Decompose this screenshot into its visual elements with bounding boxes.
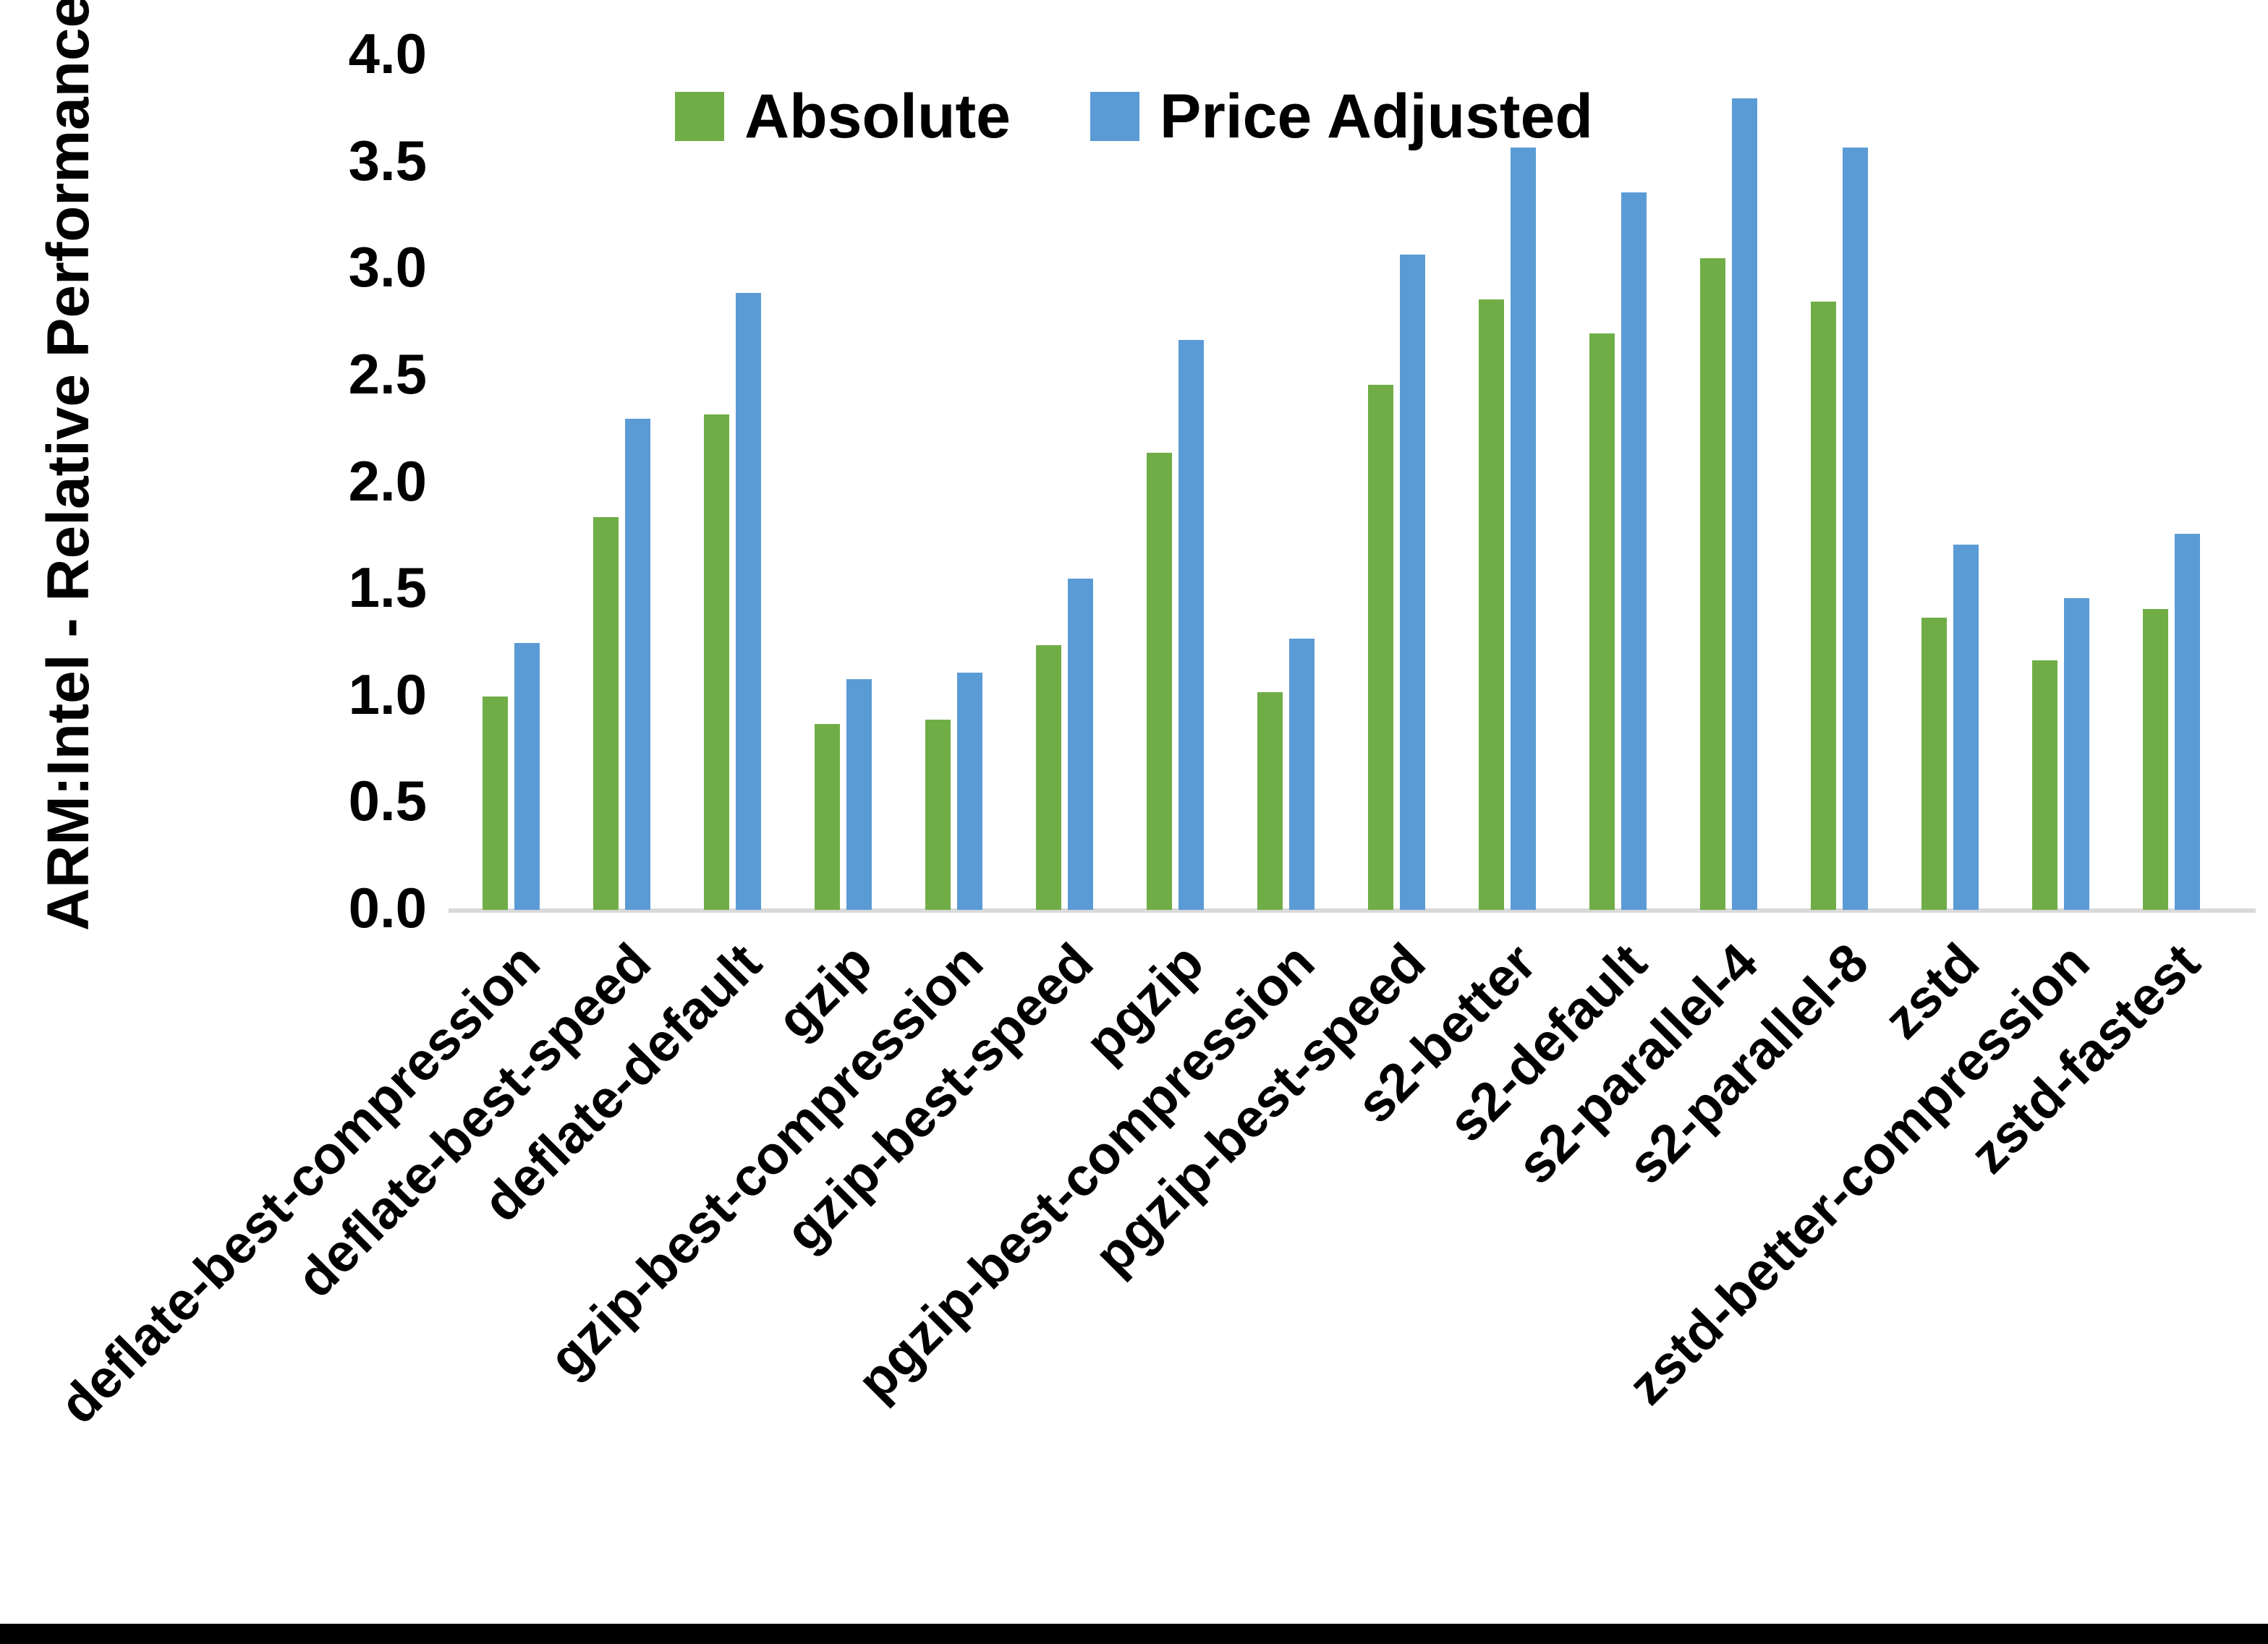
legend-item-absolute: Absolute	[675, 85, 1011, 148]
legend-label: Price Adjusted	[1159, 82, 1593, 151]
legend-label: Absolute	[744, 82, 1011, 151]
bar-absolute-s2-parallel-4	[1700, 258, 1725, 910]
bar-absolute-gzip-best-compression	[925, 720, 951, 910]
bar-price-adjusted-deflate-best-compression	[514, 642, 540, 910]
bar-price-adjusted-s2-parallel-4	[1732, 98, 1757, 910]
bar-absolute-s2-better	[1479, 299, 1504, 910]
bar-price-adjusted-s2-default	[1621, 192, 1647, 910]
y-tick-label: 3.5	[348, 128, 427, 192]
x-category-label-deflate-best-compression: deflate-best-compression	[48, 932, 551, 1435]
legend-item-price-adjusted: Price Adjusted	[1090, 85, 1593, 148]
y-tick-label: 2.0	[348, 448, 427, 513]
bar-absolute-s2-default	[1589, 333, 1615, 910]
bar-price-adjusted-deflate-best-speed	[625, 418, 650, 910]
bar-absolute-pgzip-best-speed	[1368, 384, 1393, 910]
y-tick-label: 0.5	[348, 769, 427, 833]
bar-absolute-gzip	[815, 724, 840, 910]
legend-swatch-icon	[675, 92, 725, 141]
bar-absolute-deflate-default	[704, 414, 729, 910]
bottom-border-bar	[0, 1624, 2268, 1644]
bar-price-adjusted-pgzip-best-speed	[1400, 254, 1425, 910]
bar-absolute-gzip-best-speed	[1036, 644, 1061, 910]
bar-price-adjusted-gzip	[846, 679, 872, 910]
legend: Absolute Price Adjusted	[0, 85, 2268, 148]
y-tick-label: 1.0	[348, 662, 427, 726]
bar-price-adjusted-pgzip	[1178, 339, 1204, 910]
x-axis-line	[449, 908, 2256, 913]
y-axis-title: ARM:Intel - Relative Performance	[35, 0, 101, 932]
bar-absolute-pgzip-best-compression	[1257, 691, 1283, 910]
bar-absolute-s2-parallel-8	[1811, 301, 1836, 910]
legend-swatch-icon	[1090, 92, 1139, 141]
y-tick-label: 0.0	[348, 875, 427, 940]
bar-price-adjusted-s2-better	[1511, 147, 1536, 910]
bar-absolute-pgzip	[1147, 453, 1172, 910]
bar-price-adjusted-zstd	[1953, 545, 1979, 910]
bar-price-adjusted-gzip-best-speed	[1068, 579, 1093, 910]
bar-price-adjusted-gzip-best-compression	[957, 673, 982, 910]
y-tick-label: 2.5	[348, 341, 427, 406]
bar-price-adjusted-zstd-better-compression	[2064, 597, 2089, 910]
bar-price-adjusted-s2-parallel-8	[1843, 147, 1868, 910]
bar-price-adjusted-zstd-fastest	[2175, 534, 2200, 910]
bar-absolute-zstd-better-compression	[2032, 660, 2057, 910]
bar-price-adjusted-pgzip-best-compression	[1289, 639, 1314, 910]
bar-absolute-deflate-best-compression	[483, 696, 508, 910]
bar-price-adjusted-deflate-default	[736, 292, 761, 910]
y-tick-label: 4.0	[348, 21, 427, 85]
y-tick-label: 1.5	[348, 555, 427, 620]
bar-absolute-zstd-fastest	[2143, 608, 2168, 910]
y-tick-label: 3.0	[348, 235, 427, 299]
bar-absolute-deflate-best-speed	[593, 516, 619, 910]
bar-absolute-zstd	[1921, 617, 1947, 910]
